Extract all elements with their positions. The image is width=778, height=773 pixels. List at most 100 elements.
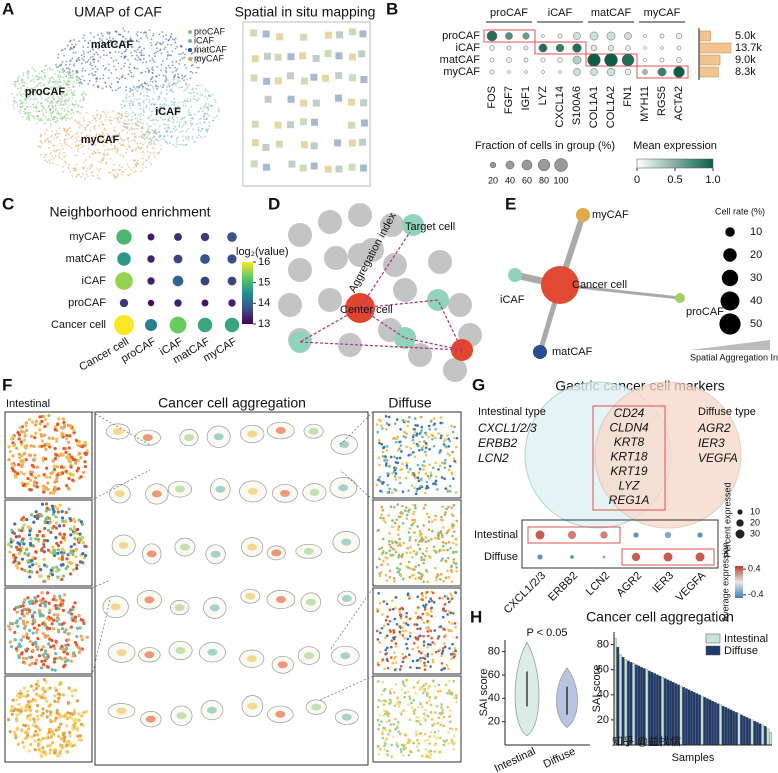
umap-point <box>133 138 136 141</box>
tissue-dot <box>397 704 401 707</box>
tissue-dot <box>61 471 65 475</box>
tissue-dot <box>73 640 78 645</box>
umap-point <box>191 123 194 125</box>
umap-point <box>192 117 195 119</box>
tissue-dot <box>412 550 416 553</box>
umap-point <box>44 116 47 119</box>
tissue-dot <box>424 446 428 450</box>
umap-point <box>52 106 55 108</box>
umap-point <box>110 119 113 122</box>
umap-point <box>131 122 134 125</box>
umap-point <box>98 133 101 136</box>
tissue-dot <box>33 748 37 752</box>
umap-point <box>182 144 185 147</box>
colorbar-label: 0.4 <box>748 564 761 574</box>
tissue-dot <box>408 697 412 701</box>
umap-point <box>169 142 171 144</box>
tissue-dot <box>53 505 57 509</box>
tissue-dot <box>435 551 438 554</box>
tissue-dot <box>29 699 34 703</box>
umap-point <box>204 102 207 105</box>
umap-point <box>78 56 80 59</box>
umap-point <box>156 65 159 68</box>
umap-point <box>15 81 17 84</box>
bar <box>690 690 693 746</box>
legend-dot <box>720 291 740 311</box>
edge <box>559 283 681 300</box>
umap-point <box>168 85 171 88</box>
aggregate-core <box>174 485 185 493</box>
umap-point <box>140 54 142 57</box>
umap-point <box>25 118 28 120</box>
umap-point <box>160 91 163 94</box>
umap-point <box>104 141 106 144</box>
umap-point <box>99 56 102 59</box>
umap-point <box>131 118 134 121</box>
tissue-dot <box>75 626 79 630</box>
umap-point <box>77 104 80 106</box>
dot <box>633 532 639 538</box>
tissue-dot <box>379 650 382 654</box>
tissue-dot <box>385 634 389 638</box>
umap-point <box>77 144 80 147</box>
umap-point <box>204 90 207 92</box>
column-label: CXCL14 <box>554 86 566 128</box>
umap-point <box>48 102 51 104</box>
tissue-dot <box>424 682 428 686</box>
tissue-dot <box>43 651 47 655</box>
dot <box>147 299 155 307</box>
umap-point <box>101 141 104 144</box>
umap-point <box>162 41 165 44</box>
bar <box>742 715 746 746</box>
dot <box>643 46 647 50</box>
tissue-dot <box>445 664 449 667</box>
umap-point <box>180 86 183 89</box>
tissue-dot <box>422 506 426 510</box>
tissue-dot <box>452 748 456 751</box>
umap-point <box>65 83 68 86</box>
tissue-dot <box>401 754 405 757</box>
umap-point <box>31 91 33 94</box>
tissue-dot <box>431 466 435 470</box>
spatial-tile <box>360 76 368 84</box>
arrow <box>437 299 463 351</box>
umap-point <box>160 116 162 119</box>
tissue-dot <box>381 613 384 616</box>
tissue-dot <box>438 712 442 715</box>
umap-point <box>125 96 128 99</box>
umap-point <box>172 78 175 81</box>
tissue-dot <box>429 607 433 610</box>
tissue-dot <box>56 575 60 579</box>
umap-point <box>148 89 150 92</box>
aggregate-core <box>110 603 121 611</box>
umap-point <box>13 83 15 86</box>
umap-point <box>182 104 185 107</box>
umap-point <box>113 126 116 129</box>
umap-point <box>174 125 177 128</box>
umap-point <box>97 124 100 127</box>
column-label: AGR2 <box>614 570 644 600</box>
umap-point <box>164 118 167 121</box>
umap-point <box>86 46 89 49</box>
tissue-dot <box>424 596 428 599</box>
umap-point <box>59 117 62 120</box>
tissue-dot <box>402 745 406 749</box>
umap-point <box>187 110 190 113</box>
tissue-dot <box>39 739 43 743</box>
tissue-dot <box>426 619 430 623</box>
tissue-dot <box>414 611 418 615</box>
umap-point <box>102 64 105 67</box>
tissue-dot <box>26 727 31 731</box>
gene: CLDN4 <box>609 421 649 435</box>
watermark: 知乎 @益找信 <box>612 734 681 748</box>
umap-point <box>96 177 99 180</box>
umap-point <box>41 141 44 144</box>
tissue-dot <box>382 518 386 522</box>
tissue-dot <box>400 555 404 559</box>
umap-point <box>142 107 145 110</box>
gene: REG1A <box>609 493 650 507</box>
umap-point <box>67 71 70 74</box>
tissue-dot <box>405 642 408 646</box>
spatial-tile <box>312 99 320 107</box>
umap-point <box>125 89 128 91</box>
